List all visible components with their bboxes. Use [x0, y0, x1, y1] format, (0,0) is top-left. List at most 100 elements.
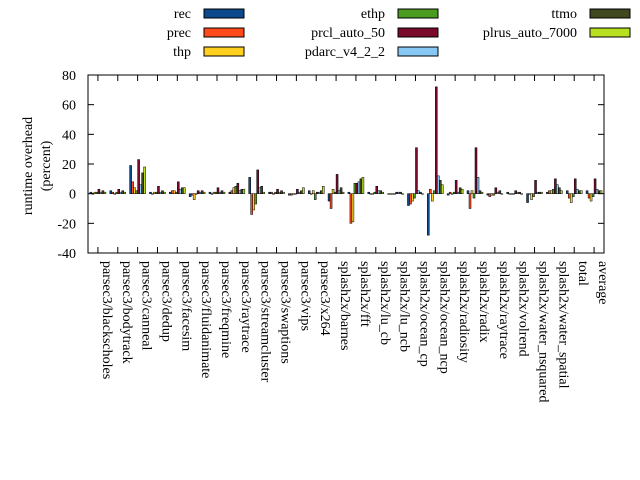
bar-plrus-auto-7000-splash2x-raytrace: [500, 193, 504, 195]
bar-prcl-auto-50-parsec3-streamcluster: [256, 169, 259, 194]
y-tick-label: 40: [62, 128, 76, 143]
x-tick-label: average: [595, 261, 610, 305]
bar-thp-splash2x-water-spatial: [550, 190, 553, 194]
x-tick-label: splash2x/raytrace: [496, 261, 511, 359]
bar-ttmo-splash2x-radiosity: [458, 187, 462, 194]
bar-rec-parsec3-facesim: [169, 191, 172, 194]
bar-ethp-parsec3-dedup: [155, 191, 158, 194]
bar-ttmo-total: [577, 190, 581, 194]
x-tick-label: parsec3/swaptions: [278, 261, 293, 364]
bar-prcl-auto-50-parsec3-blackscholes: [97, 188, 101, 194]
legend-swatch-pdarc-v4-2-2: [397, 46, 439, 57]
bar-rec-parsec3-streamcluster: [248, 177, 251, 194]
bar-plrus-auto-7000-total: [579, 190, 583, 194]
bar-prec-splash2x-fft: [349, 193, 353, 224]
bar-thp-parsec3-swaptions: [272, 193, 275, 195]
bar-ttmo-parsec3-x264: [319, 190, 323, 194]
bar-pdarc-v4-2-2-splash2x-raytrace: [496, 191, 500, 194]
bar-plrus-auto-7000-splash2x-volrend: [520, 193, 523, 195]
x-tick-label: parsec3/bodytrack: [119, 261, 134, 364]
bar-thp-splash2x-ocean-cp: [411, 193, 414, 202]
legend-label-ethp: ethp: [361, 7, 385, 22]
bar-prec-parsec3-raytrace: [230, 190, 234, 194]
bar-prec-splash2x-raytrace: [488, 193, 492, 197]
bar-prec-splash2x-lu-cb: [369, 193, 373, 195]
bar-prcl-auto-50-parsec3-x264: [315, 191, 319, 194]
bar-prec-parsec3-fluidanimate: [190, 193, 194, 196]
bar-pdarc-v4-2-2-parsec3-swaptions: [278, 191, 281, 194]
bar-thp-parsec3-blackscholes: [93, 191, 97, 194]
bar-rec-parsec3-dedup: [149, 191, 152, 194]
bar-ttmo-splash2x-ocean-cp: [419, 191, 422, 194]
x-tick-label: splash2x/ocean_cp: [416, 261, 431, 367]
bar-pdarc-v4-2-2-splash2x-radix: [476, 177, 480, 194]
bar-thp-parsec3-raytrace: [232, 187, 236, 194]
bar-ethp-splash2x-radix: [472, 193, 476, 199]
plot-area: [87, 74, 605, 254]
bar-thp-splash2x-volrend: [510, 193, 513, 195]
bar-thp-splash2x-radiosity: [450, 193, 454, 195]
bar-pdarc-v4-2-2-parsec3-streamcluster: [258, 187, 261, 194]
bar-plrus-auto-7000-parsec3-fluidanimate: [202, 191, 206, 194]
bar-thp-splash2x-ocean-ncp: [431, 193, 434, 202]
bar-rec-splash2x-fft: [347, 191, 351, 194]
bar-pdarc-v4-2-2-parsec3-vips: [298, 191, 301, 194]
x-tick-label: parsec3/freqmine: [218, 261, 233, 358]
bar-ttmo-splash2x-lu-ncb: [399, 191, 402, 194]
bar-prcl-auto-50-parsec3-fluidanimate: [196, 190, 200, 194]
bar-ttmo-parsec3-fluidanimate: [200, 190, 204, 194]
bar-ethp-parsec3-vips: [294, 193, 297, 195]
bar-ethp-splash2x-ocean-ncp: [433, 190, 436, 194]
bar-thp-splash2x-radix: [470, 190, 474, 194]
bar-plrus-auto-7000-parsec3-x264: [321, 186, 325, 194]
bar-ethp-splash2x-ocean-cp: [413, 193, 416, 199]
legend-swatch-ttmo: [589, 8, 631, 19]
bar-thp-parsec3-bodytrack: [113, 193, 117, 195]
bar-plrus-auto-7000-parsec3-raytrace: [242, 188, 246, 194]
bar-rec-total: [565, 190, 569, 194]
bar-plrus-auto-7000-parsec3-bodytrack: [123, 191, 127, 194]
bar-thp-splash2x-lu-ncb: [391, 193, 394, 195]
bar-rec-splash2x-barnes: [327, 193, 331, 202]
bar-prcl-auto-50-splash2x-ocean-cp: [415, 147, 418, 194]
legend-swatch-rec: [203, 8, 245, 19]
bar-thp-splash2x-water-nsquared: [530, 193, 533, 200]
bar-rec-splash2x-radiosity: [446, 193, 450, 196]
x-tick-label: splash2x/radiosity: [456, 261, 471, 363]
bar-pdarc-v4-2-2-parsec3-freqmine: [218, 191, 222, 194]
bar-prec-splash2x-water-nsquared: [528, 193, 531, 195]
legend-swatch-thp: [203, 46, 245, 57]
bar-ethp-splash2x-lu-cb: [373, 191, 377, 194]
bar-ttmo-splash2x-water-nsquared: [538, 191, 541, 194]
bar-prcl-auto-50-parsec3-vips: [296, 188, 299, 194]
bar-pdarc-v4-2-2-splash2x-water-nsquared: [536, 191, 539, 194]
x-tick-label: splash2x/lu_cb: [377, 261, 392, 345]
x-tick-label: splash2x/ocean_ncp: [436, 261, 451, 374]
bar-prec-parsec3-dedup: [151, 193, 154, 195]
y-axis: -40 -20 0 20 40 60 80: [57, 69, 604, 262]
bar-pdarc-v4-2-2-parsec3-dedup: [159, 191, 162, 194]
bar-pdarc-v4-2-2-parsec3-fluidanimate: [198, 191, 202, 194]
bar-prcl-auto-50-splash2x-water-spatial: [554, 178, 557, 194]
bar-ethp-average: [591, 193, 595, 197]
bar-prcl-auto-50-average: [593, 178, 597, 194]
bar-ethp-total: [571, 193, 575, 197]
bar-rec-average: [585, 190, 589, 194]
x-tick-label: splash2x/water_nsquared: [536, 261, 551, 403]
bar-pdarc-v4-2-2-parsec3-blackscholes: [99, 191, 103, 194]
bar-plrus-auto-7000-parsec3-streamcluster: [262, 191, 265, 194]
bar-thp-splash2x-raytrace: [490, 193, 494, 196]
bar-prcl-auto-50-splash2x-radix: [474, 147, 478, 194]
bar-ttmo-parsec3-raytrace: [240, 188, 244, 194]
x-tick-label: parsec3/blackscholes: [99, 261, 114, 379]
bar-rec-parsec3-vips: [288, 193, 291, 196]
y-tick-label: 60: [62, 99, 76, 114]
bar-ethp-parsec3-x264: [313, 193, 317, 200]
x-tick-label: splash2x/barnes: [337, 261, 352, 350]
bar-rec-splash2x-water-nsquared: [526, 193, 529, 203]
y-tick-label: -40: [57, 247, 76, 262]
bar-ethp-parsec3-canneal: [135, 190, 138, 194]
x-tick-label: parsec3/facesim: [178, 261, 193, 351]
bar-thp-splash2x-fft: [351, 193, 355, 223]
bar-pdarc-v4-2-2-total: [575, 188, 579, 194]
